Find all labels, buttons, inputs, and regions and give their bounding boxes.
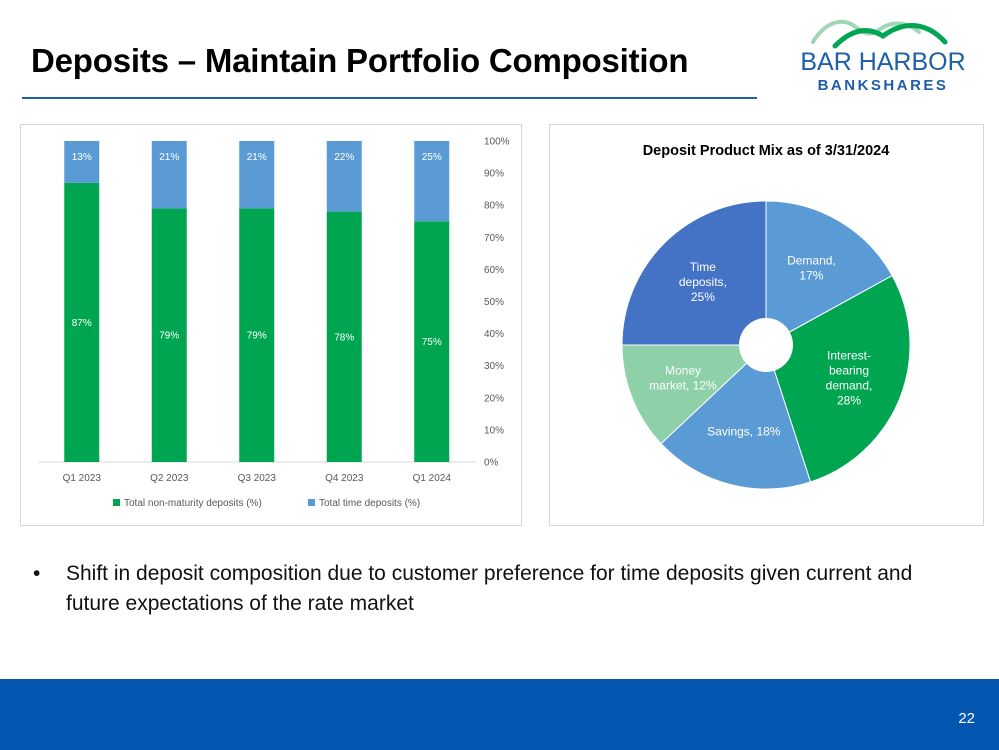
- pie-slice-label: Interest-: [827, 348, 871, 362]
- page-number: 22: [958, 710, 975, 727]
- pie-slice-label: Demand,: [787, 254, 836, 268]
- pie-slice: [765, 274, 911, 483]
- data-label: 79%: [247, 331, 267, 342]
- title-underline: [22, 97, 757, 99]
- slide-title: Deposits – Maintain Portfolio Compositio…: [31, 42, 689, 79]
- bullet-dot: •: [33, 562, 41, 585]
- legend-swatch: [308, 499, 315, 506]
- bar-time-deposits: [326, 141, 362, 212]
- bar-non-maturity: [326, 211, 362, 462]
- y-tick-label: 10%: [484, 425, 504, 436]
- logo-line1: BAR HARBOR: [800, 48, 965, 76]
- pie-slice: [621, 344, 768, 445]
- y-tick-label: 90%: [484, 169, 504, 180]
- pie-slice-label: 25%: [691, 290, 715, 304]
- data-label: 75%: [422, 337, 442, 348]
- y-tick-label: 0%: [484, 458, 499, 469]
- bar-harbor-logo: BAR HARBOR BANKSHARES: [800, 19, 966, 94]
- pie-slice-label: bearing: [829, 363, 869, 377]
- data-label: 21%: [159, 152, 179, 163]
- bar-non-maturity: [239, 208, 275, 462]
- pie-slice-label: demand,: [826, 378, 873, 392]
- x-tick-label: Q1 2023: [63, 473, 102, 484]
- data-label: 13%: [72, 152, 92, 163]
- data-label: 21%: [247, 152, 267, 163]
- stacked-bar-panel: 0% 10% 20% 30% 40% 50% 60% 70% 80% 90% 100% 87% 13% Q…: [20, 124, 522, 526]
- legend-swatch: [113, 499, 120, 506]
- bar-time-deposits: [64, 141, 100, 183]
- pie-slice: [765, 200, 893, 346]
- y-tick-label: 70%: [484, 233, 504, 244]
- y-tick-label: 40%: [484, 329, 504, 340]
- x-tick-label: Q2 2023: [150, 473, 189, 484]
- donut-pie-chart: Deposit Product Mix as of 3/31/2024 Deman…: [621, 143, 911, 490]
- pie-title: Deposit Product Mix as of 3/31/2024: [643, 143, 890, 159]
- bar-non-maturity: [414, 221, 450, 462]
- legend-label: Total time deposits (%): [319, 498, 420, 509]
- donut-hole: [739, 318, 793, 372]
- x-tick-label: Q1 2024: [413, 473, 452, 484]
- y-tick-label: 80%: [484, 201, 504, 212]
- pie-slice: [621, 200, 767, 346]
- bar-time-deposits: [151, 141, 187, 209]
- data-label: 25%: [422, 152, 442, 163]
- pie-slice-label: 28%: [837, 393, 861, 407]
- y-tick-label: 60%: [484, 265, 504, 276]
- pie-slice-label: deposits,: [679, 275, 727, 289]
- pie-slice-label: Savings, 18%: [707, 424, 781, 438]
- data-label: 87%: [72, 318, 92, 329]
- bar-time-deposits: [239, 141, 275, 209]
- logo-mountain-dark: [832, 23, 948, 49]
- footer-bar: [0, 679, 999, 750]
- y-tick-label: 100%: [484, 137, 510, 148]
- bar-time-deposits: [414, 141, 450, 222]
- x-tick-label: Q3 2023: [238, 473, 277, 484]
- pie-slice-label: market, 12%: [649, 378, 717, 392]
- y-tick-label: 30%: [484, 361, 504, 372]
- data-label: 79%: [159, 331, 179, 342]
- logo-line2: BANKSHARES: [818, 77, 949, 94]
- pie-slice-label: 17%: [799, 269, 823, 283]
- stacked-bar-chart: 0% 10% 20% 30% 40% 50% 60% 70% 80% 90% 100% 87% 13% Q…: [38, 137, 510, 509]
- y-tick-label: 50%: [484, 297, 504, 308]
- bar-non-maturity: [151, 208, 187, 462]
- bullet-text: Shift in deposit composition due to cust…: [66, 562, 913, 615]
- bar-non-maturity: [64, 182, 100, 463]
- legend-label: Total non-maturity deposits (%): [124, 498, 262, 509]
- data-label: 22%: [334, 152, 354, 163]
- pie-chart-panel: Deposit Product Mix as of 3/31/2024 Deman…: [549, 124, 984, 526]
- pie-slice-label: Time: [690, 260, 717, 274]
- logo-mountain-light: [811, 19, 921, 44]
- pie-slice: [660, 344, 812, 490]
- data-label: 78%: [334, 332, 354, 343]
- pie-slice-label: Money: [665, 363, 701, 377]
- x-tick-label: Q4 2023: [325, 473, 364, 484]
- y-tick-label: 20%: [484, 393, 504, 404]
